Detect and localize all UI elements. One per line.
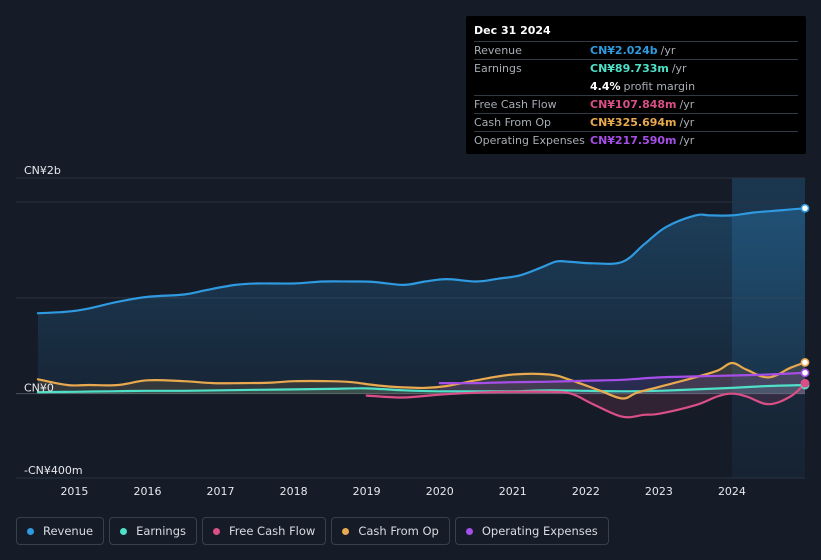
legend-dot-icon <box>465 527 473 535</box>
x-tick-label: 2015 <box>60 485 88 498</box>
legend-label: Cash From Op <box>358 524 439 538</box>
x-tick-label: 2017 <box>207 485 235 498</box>
legend-item-operating-expenses[interactable]: Operating Expenses <box>454 517 609 545</box>
legend-dot-icon <box>342 527 350 535</box>
tooltip-row: Revenue CN¥2.024b/yr <box>474 41 798 59</box>
y-tick-label: CN¥0 <box>24 382 54 395</box>
endpoint-cash-from-op <box>800 358 810 367</box>
tooltip-row: 4.4% profit margin <box>474 77 798 95</box>
tooltip-unit: /yr <box>671 62 687 75</box>
endpoint-free-cash-flow <box>800 378 810 388</box>
legend-label: Free Cash Flow <box>229 524 316 538</box>
area-revenue <box>37 208 805 394</box>
legend-label: Revenue <box>43 524 94 538</box>
legend-dot-icon <box>27 527 34 535</box>
x-tick-label: 2019 <box>353 485 381 498</box>
tooltip-row: Earnings CN¥89.733m/yr <box>474 59 798 77</box>
line-earnings <box>36 383 807 394</box>
y-tick-label: CN¥2b <box>24 164 61 177</box>
line-operating-expenses <box>438 371 807 385</box>
tooltip-label <box>474 78 590 95</box>
data-tooltip: Dec 31 2024 Revenue CN¥2.024b/yr Earnings C… <box>466 16 806 154</box>
tooltip-unit: /yr <box>679 98 695 111</box>
line-revenue <box>36 207 807 315</box>
legend-item-revenue[interactable]: Revenue <box>16 517 105 545</box>
endpoint-revenue <box>800 203 810 213</box>
legend-label: Operating Expenses <box>481 524 598 538</box>
legend-label: Earnings <box>136 524 186 538</box>
tooltip-date: Dec 31 2024 <box>474 24 551 37</box>
tooltip-label: Free Cash Flow <box>474 98 557 111</box>
endpoint-operating-expenses <box>800 368 810 378</box>
tooltip-row: Operating Expenses CN¥217.590m/yr <box>474 131 798 149</box>
x-tick-label: 2023 <box>645 485 673 498</box>
x-tick-label: 2016 <box>134 485 162 498</box>
tooltip-value: CN¥2.024b <box>590 44 658 57</box>
legend-item-free-cash-flow[interactable]: Free Cash Flow <box>202 517 327 545</box>
legend-item-earnings[interactable]: Earnings <box>109 517 197 545</box>
x-tick-label: 2018 <box>280 485 308 498</box>
tooltip-unit: profit margin <box>623 80 696 93</box>
y-tick-label: -CN¥400m <box>24 464 83 477</box>
legend-dot-icon <box>213 527 220 535</box>
line-free-cash-flow <box>365 382 807 419</box>
tooltip-value: CN¥217.590m <box>590 134 677 147</box>
tooltip-label: Operating Expenses <box>474 134 585 147</box>
x-tick-label: 2021 <box>499 485 527 498</box>
tooltip-row: Cash From Op CN¥325.694m/yr <box>474 113 798 131</box>
legend-item-cash-from-op[interactable]: Cash From Op <box>331 517 450 545</box>
tooltip-label: Earnings <box>474 62 522 75</box>
tooltip-label: Revenue <box>474 44 522 57</box>
tooltip-label: Cash From Op <box>474 116 552 129</box>
tooltip-unit: /yr <box>679 116 695 129</box>
x-tick-label: 2022 <box>572 485 600 498</box>
legend: Revenue Earnings Free Cash Flow Cash From O… <box>16 517 609 547</box>
tooltip-unit: /yr <box>660 44 676 57</box>
tooltip-value: 4.4% <box>590 80 621 93</box>
tooltip-value: CN¥107.848m <box>590 98 677 111</box>
x-tick-label: 2024 <box>718 485 746 498</box>
line-cash-from-op <box>36 361 807 400</box>
tooltip-row: Free Cash Flow CN¥107.848m/yr <box>474 95 798 113</box>
tooltip-value: CN¥89.733m <box>590 62 669 75</box>
tooltip-unit: /yr <box>679 134 695 147</box>
legend-dot-icon <box>120 527 128 535</box>
x-tick-label: 2020 <box>426 485 454 498</box>
tooltip-value: CN¥325.694m <box>590 116 677 129</box>
